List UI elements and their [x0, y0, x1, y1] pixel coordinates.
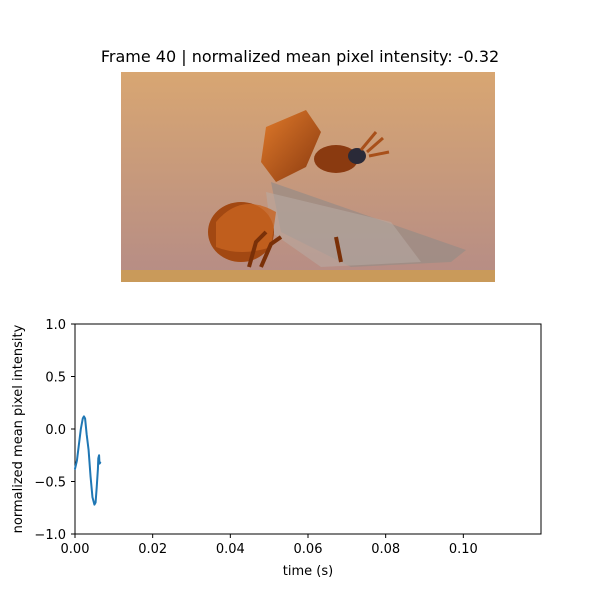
- x-tick-label: 0.08: [371, 542, 400, 557]
- x-tick-label: 0.04: [216, 542, 245, 557]
- plot-frame: [74, 323, 542, 535]
- series-layer: [74, 415, 102, 506]
- x-tick-label: 0.06: [294, 542, 323, 557]
- beetle-thorax: [314, 145, 358, 173]
- beetle-eye: [348, 148, 366, 164]
- axis-ticks: 0.00 0.02 0.04 0.06 0.08 0.10 −1.0 −0.5 0.0 0.5 1.…: [34, 318, 477, 557]
- y-tick-label: 0.0: [45, 423, 66, 438]
- y-axis-label: normalized mean pixel intensity: [11, 324, 26, 533]
- series-line: [74, 415, 102, 506]
- beetle-legs: [247, 230, 343, 268]
- plot-axes: [74, 323, 542, 535]
- photo-ground: [121, 270, 495, 282]
- x-tick-label: 0.02: [138, 542, 167, 557]
- beetle-photo: [121, 72, 495, 282]
- x-axis-label: time (s): [283, 564, 333, 579]
- beetle-elytra: [261, 110, 321, 182]
- x-tick-label: 0.10: [449, 542, 478, 557]
- figure-title: Frame 40 | normalized mean pixel intensi…: [100, 47, 500, 66]
- y-tick-label: −0.5: [34, 476, 66, 491]
- beetle-illustration: [121, 72, 495, 282]
- y-tick-label: 0.5: [45, 371, 66, 386]
- beetle-wing-left: [266, 192, 421, 267]
- beetle-antennae: [359, 131, 390, 158]
- y-tick-label: 1.0: [45, 318, 66, 333]
- beetle-abdomen-stripes: [216, 204, 276, 252]
- x-tick-label: 0.00: [61, 542, 90, 557]
- y-tick-label: −1.0: [34, 528, 66, 543]
